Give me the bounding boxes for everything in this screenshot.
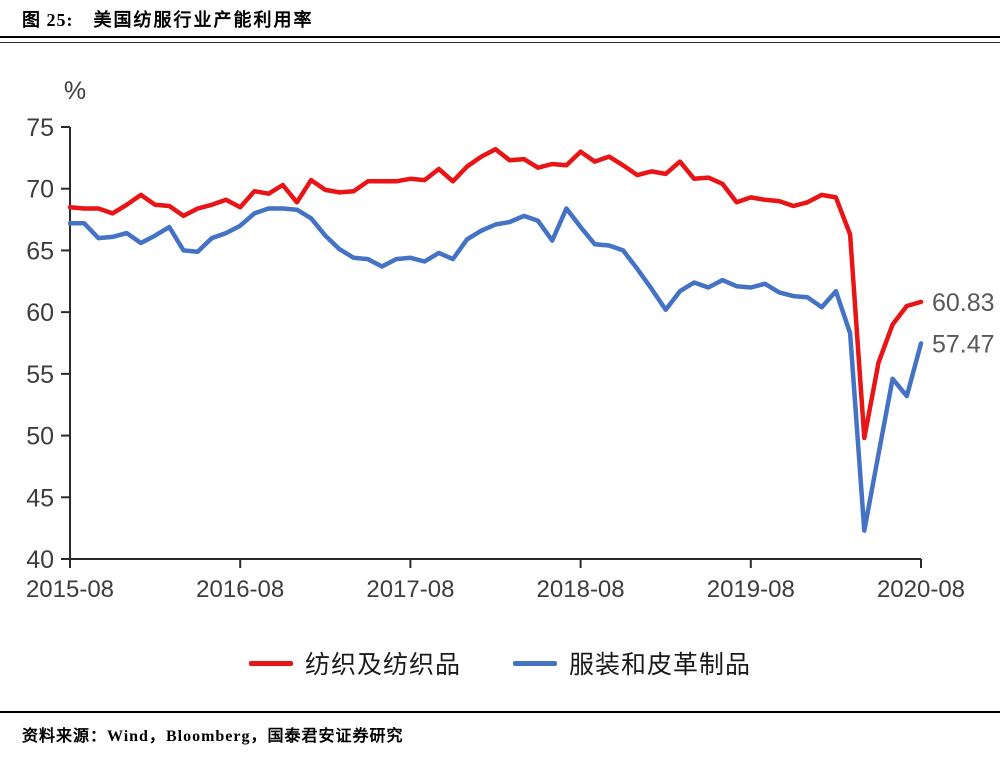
footer-rule <box>0 711 1000 713</box>
chart-legend: 纺织及纺织品 服装和皮革制品 <box>0 644 1000 682</box>
figure-header: 图 25: 美国纺服行业产能利用率 <box>22 6 990 32</box>
legend-swatch-red-line <box>248 660 293 666</box>
figure-title: 美国纺服行业产能利用率 <box>93 10 314 30</box>
series-line-0 <box>67 146 924 441</box>
y-axis-tick-label: 70 <box>26 176 54 204</box>
y-axis-tick-label: 60 <box>26 299 54 327</box>
series-line-1 <box>67 206 924 533</box>
legend-swatch-blue-line <box>513 660 557 666</box>
legend-label-textiles: 纺织及纺织品 <box>304 651 461 679</box>
x-axis-tick-label: 2015-08 <box>26 576 114 603</box>
y-axis-tick-label: 75 <box>26 114 54 142</box>
legend-item-apparel: 服装和皮革制品 <box>513 645 751 681</box>
x-axis-tick-label: 2017-08 <box>366 576 454 603</box>
x-axis-tick-label: 2018-08 <box>537 576 625 603</box>
header-rule-thick <box>0 36 1000 38</box>
y-axis-unit-label: % <box>64 77 86 105</box>
axis-lines <box>69 127 921 560</box>
y-axis-tick-label: 40 <box>26 546 54 574</box>
source-line: 资料来源：Wind，Bloomberg，国泰君安证券研究 <box>22 728 404 745</box>
y-axis-tick-label: 65 <box>26 237 54 265</box>
legend-item-textiles: 纺织及纺织品 <box>248 645 461 681</box>
figure-number-label: 图 25: <box>22 10 74 30</box>
series-end-value-label: 60.83 <box>932 289 995 317</box>
legend-label-apparel: 服装和皮革制品 <box>569 651 752 679</box>
x-axis-tick-label: 2016-08 <box>196 576 284 603</box>
header-rule-thin <box>0 42 1000 43</box>
y-axis-tick-label: 50 <box>26 423 54 451</box>
x-axis-tick-label: 2020-08 <box>877 576 965 603</box>
y-axis-tick-label: 55 <box>26 361 54 389</box>
x-axis-tick-label: 2019-08 <box>707 576 795 603</box>
series-end-value-label: 57.47 <box>932 330 995 358</box>
y-axis-tick-label: 45 <box>26 484 54 512</box>
